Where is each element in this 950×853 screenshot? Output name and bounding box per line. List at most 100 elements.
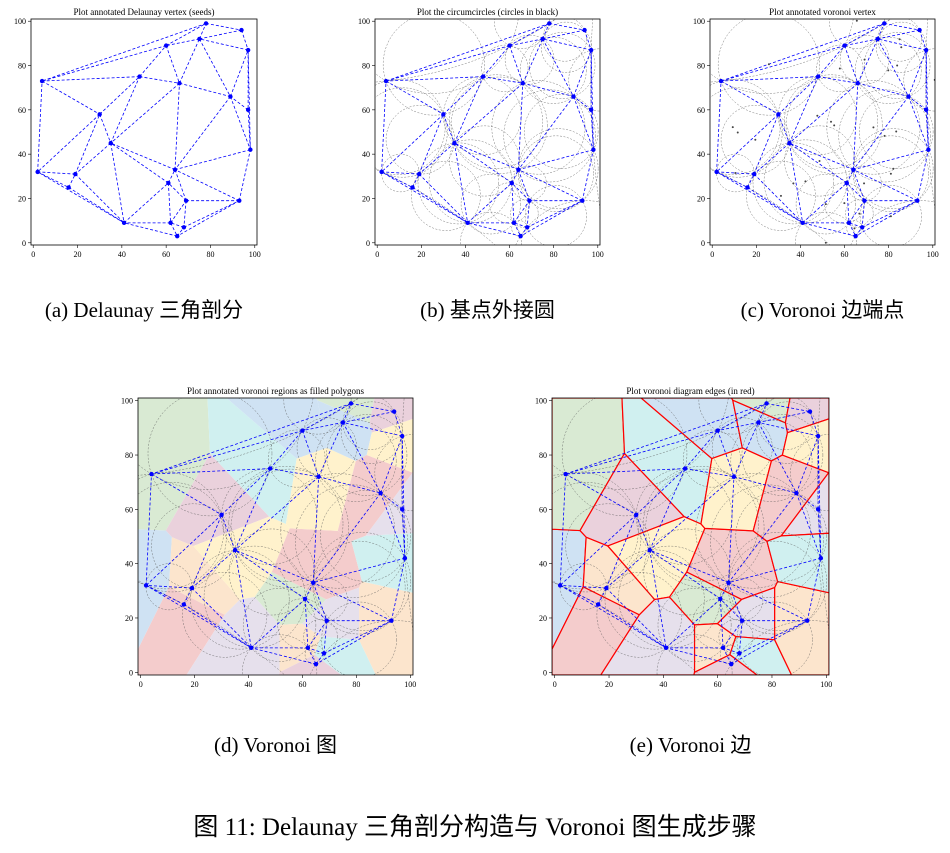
delaunay-edge bbox=[802, 222, 856, 237]
delaunay-edge bbox=[174, 96, 231, 170]
delaunay-edge bbox=[342, 411, 395, 423]
voronoi-vertex bbox=[889, 172, 892, 175]
voronoi-vertex bbox=[855, 19, 858, 22]
seed-point bbox=[400, 433, 405, 439]
voronoi-vertex bbox=[838, 67, 841, 70]
axes-frame bbox=[30, 18, 258, 246]
circumcircle bbox=[645, 468, 765, 588]
delaunay-edge bbox=[542, 29, 585, 40]
voronoi-vertex bbox=[889, 215, 892, 218]
seed-point bbox=[591, 147, 596, 152]
circumcircle bbox=[643, 466, 759, 582]
subcaption: (e) Voronoi 边 bbox=[630, 733, 752, 757]
circumcircle bbox=[730, 420, 813, 502]
delaunay-edge bbox=[151, 473, 222, 516]
seed-point bbox=[720, 645, 726, 651]
delaunay-edge bbox=[99, 76, 140, 115]
circumcircle bbox=[182, 572, 268, 658]
x-tick-label: 20 bbox=[417, 250, 425, 259]
y-tick-label: 40 bbox=[362, 150, 370, 159]
axes-frame bbox=[374, 18, 601, 246]
voronoi-vertex bbox=[754, 138, 757, 141]
voronoi-region bbox=[271, 528, 362, 600]
circumcircle bbox=[518, 128, 599, 210]
delaunay-edge bbox=[728, 476, 735, 583]
circumcircle bbox=[383, 19, 485, 116]
plot-area bbox=[35, 21, 253, 239]
seed-point bbox=[731, 474, 737, 479]
seed-point bbox=[249, 645, 254, 651]
voronoi-vertex bbox=[883, 134, 886, 137]
delaunay-edge bbox=[919, 29, 927, 51]
delaunay-edge bbox=[753, 142, 790, 175]
delaunay-edge bbox=[75, 173, 125, 224]
seed-point bbox=[248, 147, 253, 152]
delaunay-edge bbox=[312, 476, 320, 583]
delaunay-edge bbox=[848, 222, 856, 237]
circumcircle bbox=[712, 417, 773, 479]
delaunay-edge bbox=[234, 549, 306, 600]
seed-point bbox=[410, 185, 415, 190]
circumcircle bbox=[561, 398, 688, 517]
seed-point bbox=[379, 169, 384, 175]
seed-point bbox=[237, 198, 242, 203]
delaunay-edge bbox=[41, 80, 100, 115]
seed-point bbox=[378, 490, 383, 496]
delaunay-edge bbox=[635, 468, 686, 516]
seed-point bbox=[604, 585, 609, 591]
seed-point bbox=[480, 74, 486, 79]
seed-point bbox=[860, 225, 865, 230]
circumcircle bbox=[859, 94, 934, 169]
delaunay-edge bbox=[844, 38, 878, 46]
delaunay-edge bbox=[852, 83, 859, 170]
subplot-title: Plot annotated Delaunay vertex (seeds) bbox=[74, 7, 215, 17]
delaunay-edge bbox=[74, 114, 101, 175]
voronoi-region bbox=[316, 398, 375, 423]
circumcircle bbox=[228, 528, 315, 616]
x-tick-label: 0 bbox=[710, 250, 714, 259]
delaunay-edge bbox=[565, 473, 637, 516]
delaunay-edge bbox=[199, 29, 242, 40]
circumcircle bbox=[845, 199, 874, 228]
y-tick-label: 0 bbox=[129, 668, 133, 677]
circumcircle bbox=[515, 200, 600, 245]
delaunay-edge bbox=[509, 38, 543, 46]
seed-point bbox=[855, 81, 860, 86]
delaunay-edge bbox=[139, 76, 180, 84]
delaunay-edge bbox=[145, 585, 252, 649]
seed-point bbox=[853, 233, 858, 239]
seed-point bbox=[794, 490, 799, 496]
delaunay-edge bbox=[323, 620, 392, 654]
delaunay-edge bbox=[817, 45, 845, 77]
circumcircle bbox=[736, 601, 813, 675]
delaunay-edge bbox=[509, 23, 550, 46]
delaunay-edge bbox=[789, 142, 847, 184]
voronoi-vertex bbox=[731, 126, 734, 129]
x-tick-label: 40 bbox=[245, 680, 253, 689]
delaunay-edge bbox=[205, 23, 242, 31]
y-tick-label: 20 bbox=[125, 614, 133, 623]
voronoi-region bbox=[138, 398, 210, 531]
delaunay-edge bbox=[199, 38, 231, 97]
axes-frame bbox=[137, 397, 414, 676]
delaunay-edge bbox=[649, 549, 721, 600]
delaunay-edge bbox=[518, 149, 594, 171]
seed-point bbox=[391, 409, 397, 414]
circumcircle bbox=[853, 128, 934, 210]
delaunay-edge bbox=[925, 109, 929, 150]
subplot-title: Plot annotated voronoi vertex bbox=[769, 7, 876, 17]
delaunay-edge bbox=[684, 430, 718, 469]
seed-point bbox=[923, 107, 929, 113]
x-tick-label: 40 bbox=[659, 680, 667, 689]
delaunay-edge bbox=[542, 38, 574, 97]
circumcircle bbox=[784, 125, 855, 197]
delaunay-edge bbox=[307, 620, 328, 649]
delaunay-edge bbox=[789, 143, 804, 223]
x-tick-label: 60 bbox=[506, 250, 514, 259]
seed-point bbox=[633, 512, 639, 517]
voronoi-region bbox=[226, 398, 327, 459]
delaunay-edge bbox=[179, 38, 200, 84]
seed-point bbox=[571, 94, 576, 99]
y-tick-label: 60 bbox=[18, 106, 26, 115]
